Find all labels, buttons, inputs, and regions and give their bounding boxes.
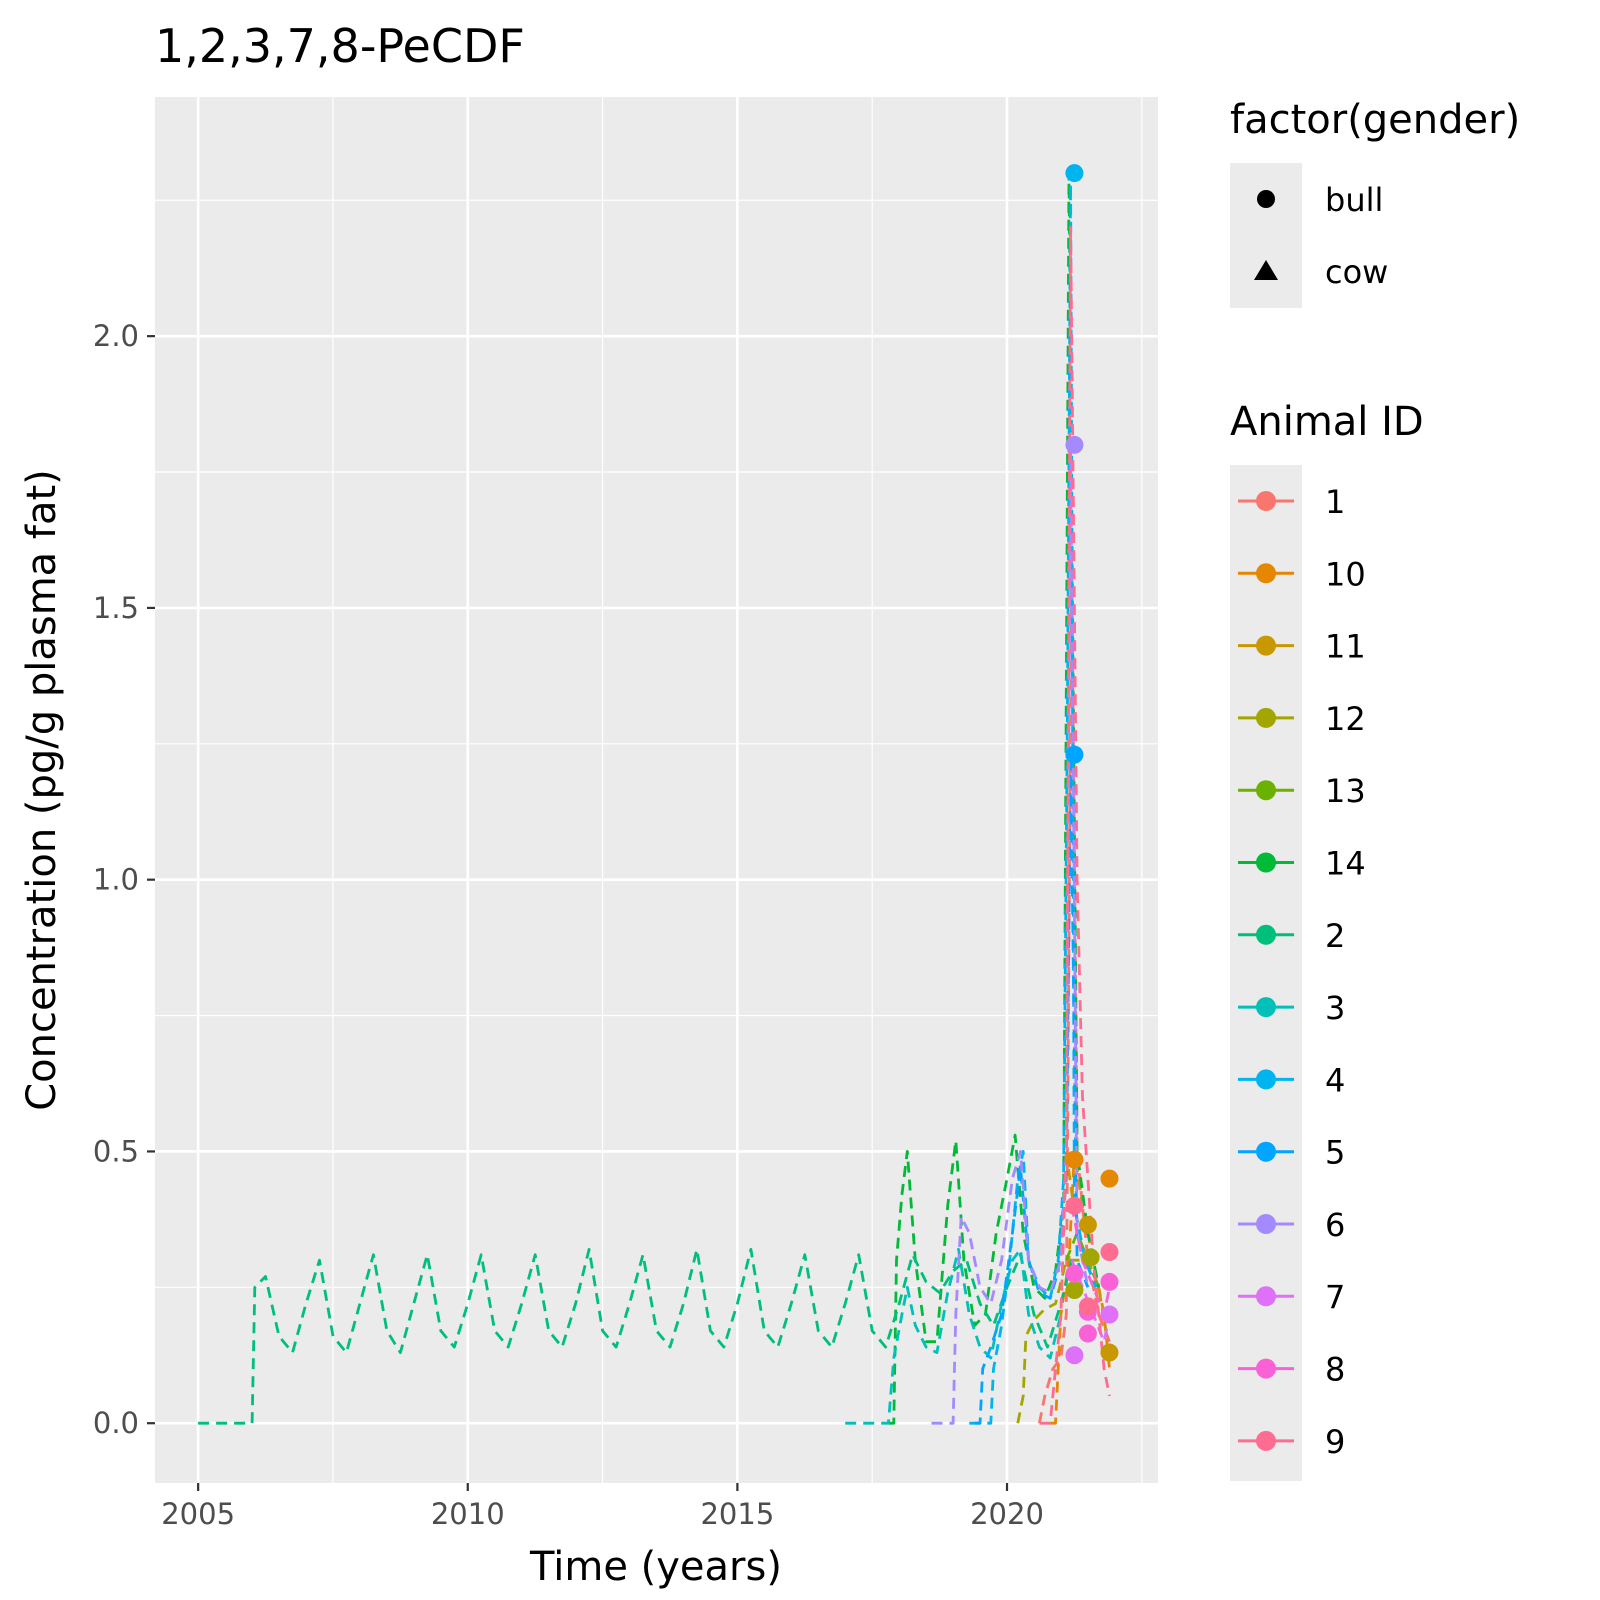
- series-point-4: [1065, 164, 1084, 183]
- series-point-9: [1078, 1297, 1097, 1316]
- series-line-12: [1016, 1258, 1101, 1424]
- y-tick-label: 1.0: [93, 863, 139, 897]
- color-legend: 1 10 11 12 13 14 2 3 4 5 6 7 8 9: [1238, 483, 1366, 1461]
- series-point-11: [1100, 1343, 1119, 1362]
- series-point-6: [1065, 435, 1084, 454]
- y-tick-label: 0.5: [93, 1134, 139, 1168]
- plot-panel: [155, 97, 1158, 1483]
- legend-key-point-5: [1256, 1141, 1276, 1162]
- series-point-7: [1100, 1305, 1119, 1324]
- series-point-9: [1065, 1196, 1084, 1215]
- legend-key-point-14: [1256, 852, 1276, 873]
- x-tick-label: 2010: [431, 1497, 505, 1531]
- legend-label-9: 9: [1325, 1423, 1345, 1461]
- y-axis-title: Concentration (pg/g plasma fat): [19, 469, 65, 1111]
- legend-key-point-12: [1256, 707, 1276, 728]
- series-points: [1065, 164, 1119, 1365]
- shape-legend: bull cow: [1254, 181, 1388, 291]
- color-legend-box: [1230, 465, 1302, 1481]
- legend-label-7: 7: [1325, 1278, 1345, 1316]
- y-tick-label: 0.0: [93, 1406, 139, 1440]
- x-axis-title: Time (years): [529, 1544, 782, 1590]
- legend-label-11: 11: [1325, 628, 1366, 666]
- legend-key-point-2: [1256, 924, 1276, 945]
- chart-title: 1,2,3,7,8-PeCDF: [155, 19, 525, 73]
- legend-label-3: 3: [1325, 989, 1345, 1027]
- grid-major: [155, 97, 1158, 1483]
- series-point-8: [1078, 1324, 1097, 1343]
- color-legend-title: Animal ID: [1230, 399, 1424, 445]
- series-line-9: [1039, 226, 1111, 1425]
- x-tick-label: 2020: [970, 1497, 1044, 1531]
- legend-key-point-7: [1256, 1286, 1276, 1307]
- legend-label-4: 4: [1325, 1061, 1345, 1099]
- legend-label-14: 14: [1325, 845, 1366, 883]
- grid-minor: [155, 97, 1158, 1483]
- series-point-12: [1081, 1248, 1100, 1267]
- series-point-10: [1065, 1150, 1084, 1169]
- series-line-1: [1038, 552, 1111, 1424]
- legend-key-point-9: [1256, 1430, 1276, 1451]
- legend-key-point-3: [1256, 997, 1276, 1018]
- legend-key-point-11: [1256, 635, 1276, 656]
- y-tick-label: 1.5: [93, 591, 139, 625]
- series-point-11: [1078, 1215, 1097, 1234]
- legend-label-8: 8: [1325, 1351, 1345, 1389]
- legend-label-13: 13: [1325, 772, 1366, 810]
- shape-legend-title: factor(gender): [1230, 97, 1520, 143]
- legend-key-point-4: [1256, 1069, 1276, 1090]
- legend-key-point-8: [1256, 1358, 1276, 1379]
- series-point-8: [1100, 1272, 1119, 1291]
- legend-key-point-6: [1256, 1214, 1276, 1234]
- legend-label-1: 1: [1325, 483, 1345, 521]
- series-point-8: [1065, 1264, 1084, 1283]
- legend-label-12: 12: [1325, 700, 1366, 738]
- series-point-12: [1065, 1281, 1084, 1300]
- x-tick-label: 2015: [700, 1497, 774, 1531]
- series-point-7: [1065, 1346, 1084, 1365]
- legend-key-point-13: [1256, 780, 1276, 801]
- legend-label-2: 2: [1325, 917, 1345, 955]
- x-tick-label: 2005: [161, 1497, 235, 1531]
- series-point-5: [1065, 745, 1084, 764]
- legend-label-5: 5: [1325, 1134, 1345, 1172]
- legend-label-10: 10: [1325, 555, 1366, 593]
- legend-key-point-10: [1256, 563, 1276, 584]
- series-point-9: [1100, 1243, 1119, 1261]
- shape-key-cow: [1254, 260, 1278, 280]
- series-line-8: [1070, 1205, 1111, 1316]
- y-tick-label: 2.0: [93, 319, 139, 353]
- y-axis-ticks: 0.0 0.5 1.0 1.5 2.0: [93, 319, 155, 1440]
- shape-legend-label: cow: [1325, 253, 1388, 291]
- shape-legend-label: bull: [1325, 181, 1383, 219]
- series-point-10: [1100, 1169, 1119, 1188]
- legend-label-6: 6: [1325, 1206, 1345, 1244]
- shape-legend-box: [1230, 163, 1302, 308]
- legend-key-point-1: [1256, 491, 1276, 511]
- x-axis-ticks: 2005 2010 2015 2020: [161, 1483, 1044, 1531]
- shape-key-bull: [1257, 190, 1275, 208]
